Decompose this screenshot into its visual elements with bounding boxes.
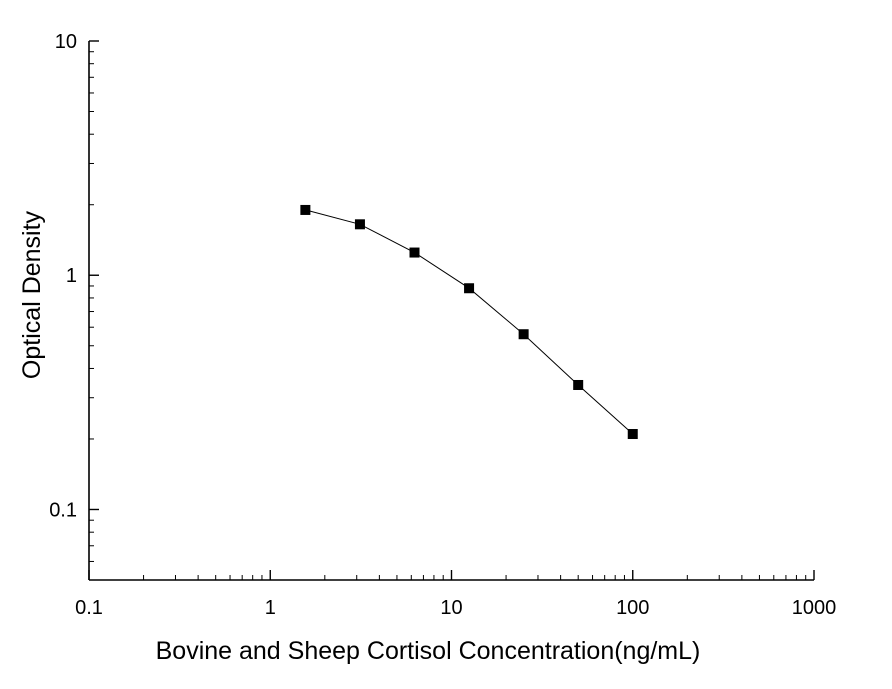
- axes: [88, 41, 814, 581]
- y-tick-label: 0.1: [49, 499, 77, 521]
- y-axis-title: Optical Density: [18, 210, 46, 379]
- x-axis-title: Bovine and Sheep Cortisol Concentration(…: [156, 637, 701, 665]
- data-point: [573, 379, 584, 390]
- data-point: [354, 219, 365, 230]
- data-point: [627, 429, 638, 440]
- plot-area: [300, 204, 638, 440]
- x-tick-label: 10: [440, 597, 462, 619]
- x-tick-label: 100: [616, 597, 649, 619]
- data-point: [464, 283, 475, 294]
- y-tick-label: 1: [66, 265, 77, 287]
- x-tick-label: 0.1: [75, 597, 103, 619]
- data-point: [300, 204, 311, 215]
- data-point: [518, 329, 529, 340]
- x-tick-label: 1: [265, 597, 276, 619]
- y-ticks: 0.1 1 10: [49, 31, 99, 562]
- x-tick-label: 1000: [792, 597, 837, 619]
- series-line: [305, 209, 634, 435]
- data-point: [409, 247, 420, 258]
- y-tick-label: 10: [55, 31, 77, 53]
- x-ticks: 0.1 1 10 100 1000: [75, 570, 836, 619]
